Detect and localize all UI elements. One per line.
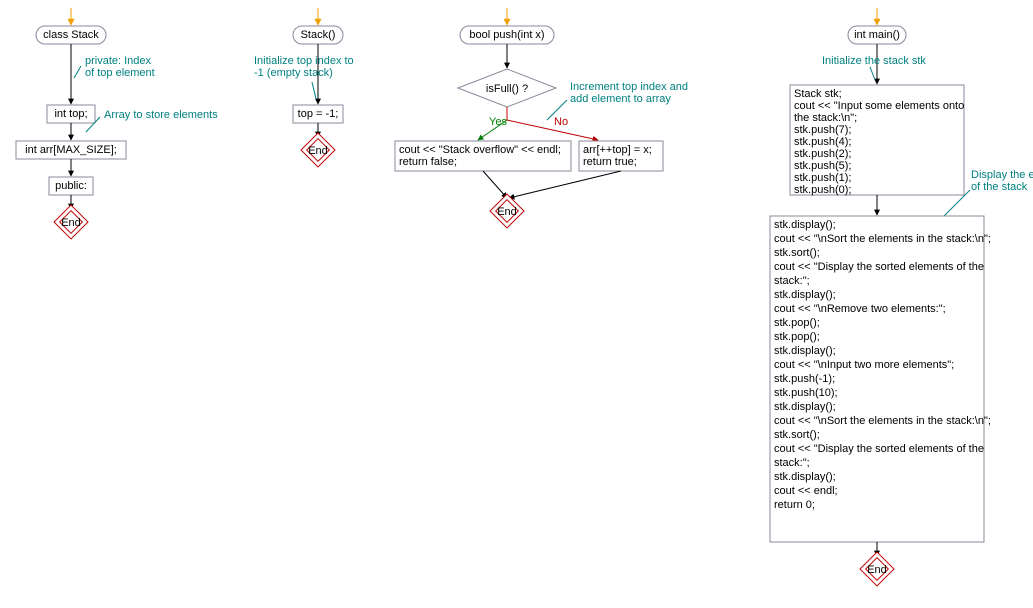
yes-label: Yes bbox=[489, 116, 507, 128]
top-minus1-label: top = -1; bbox=[298, 108, 339, 120]
end-node-1: End bbox=[54, 205, 88, 239]
end-node-4: End bbox=[860, 552, 894, 586]
main-label: int main() bbox=[854, 29, 900, 41]
flowchart: class Stack private: Index of top elemen… bbox=[0, 0, 1033, 605]
public-label: public: bbox=[55, 180, 87, 192]
class-stack-label: class Stack bbox=[43, 29, 99, 41]
int-arr-label: int arr[MAX_SIZE]; bbox=[25, 144, 117, 156]
end-node-3: End bbox=[490, 194, 524, 228]
no-label: No bbox=[554, 116, 568, 128]
annot-ctor: Initialize top index to -1 (empty stack) bbox=[254, 55, 357, 79]
push-label: bool push(int x) bbox=[469, 29, 544, 41]
svg-text:End: End bbox=[867, 564, 887, 576]
end-node-2: End bbox=[301, 133, 335, 167]
annot-increment: Increment top index and add element to a… bbox=[570, 81, 691, 105]
svg-text:End: End bbox=[497, 206, 517, 218]
int-top-label: int top; bbox=[54, 108, 87, 120]
annot-display: Display the elements of the stack bbox=[971, 169, 1033, 193]
isfull-label: isFull() ? bbox=[486, 83, 528, 95]
annot-private: private: Index of top element bbox=[85, 55, 155, 79]
annot-array: Array to store elements bbox=[104, 109, 218, 121]
svg-text:End: End bbox=[61, 217, 81, 229]
stack-ctor-label: Stack() bbox=[301, 29, 336, 41]
annot-init: Initialize the stack stk bbox=[822, 55, 926, 67]
svg-text:End: End bbox=[308, 145, 328, 157]
